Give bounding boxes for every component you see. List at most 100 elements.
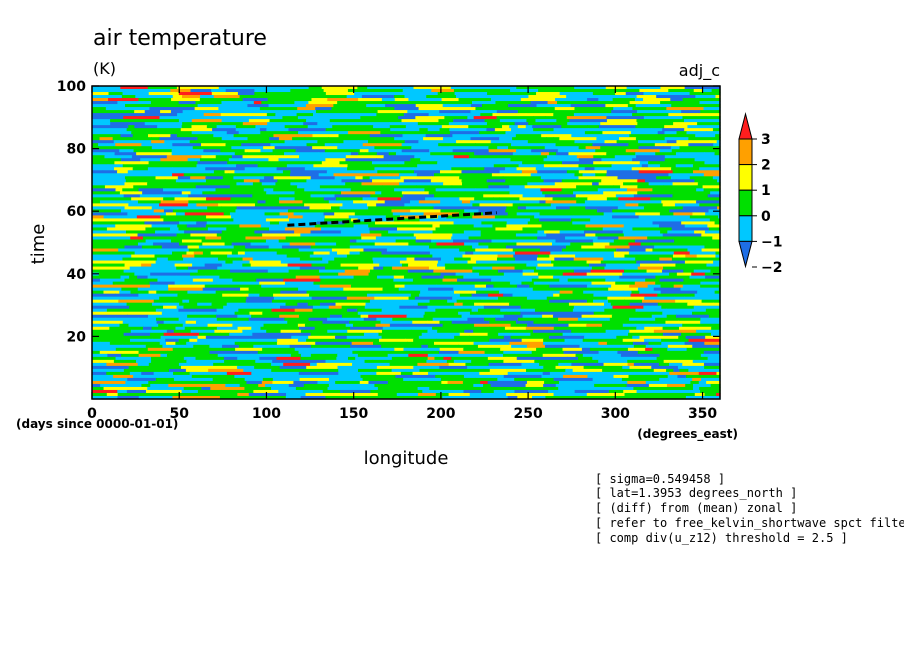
heatmap-cell: [510, 323, 528, 328]
heatmap-cell: [156, 134, 171, 138]
heatmap-cell: [413, 170, 441, 174]
heatmap-cell: [453, 290, 469, 295]
heatmap-cell: [715, 251, 721, 256]
heatmap-cell: [131, 155, 168, 159]
heatmap-cell: [566, 95, 594, 99]
heatmap-cell: [468, 290, 477, 295]
heatmap-cell: [203, 374, 235, 379]
heatmap-cell: [168, 383, 201, 388]
heatmap-cell: [317, 140, 345, 144]
heatmap-cell: [300, 299, 328, 304]
heatmap-cell: [515, 320, 535, 325]
heatmap-cell: [329, 251, 338, 256]
heatmap-cell: [164, 308, 179, 313]
heatmap-cell: [221, 230, 255, 235]
heatmap-cell: [412, 167, 452, 171]
heatmap-cell: [176, 305, 185, 310]
heatmap-cell: [483, 305, 522, 310]
heatmap-cell: [318, 152, 352, 156]
heatmap-cell: [645, 278, 661, 283]
colorbar-segment: [738, 215, 753, 242]
heatmap-cell: [92, 344, 123, 349]
heatmap-cell: [522, 194, 546, 198]
heatmap-cell: [207, 323, 233, 328]
heatmap-cell: [544, 116, 568, 120]
heatmap-cell: [615, 194, 635, 198]
heatmap-cell: [472, 245, 489, 250]
heatmap-cell: [252, 116, 284, 120]
heatmap-cell: [92, 149, 120, 153]
heatmap-cell: [691, 296, 718, 301]
heatmap-cell: [313, 113, 351, 117]
heatmap-cell: [463, 389, 482, 394]
heatmap-cell: [506, 356, 518, 361]
heatmap-cell: [181, 125, 193, 129]
heatmap-cell: [684, 224, 708, 229]
heatmap-cell: [150, 272, 191, 277]
heatmap-cell: [355, 347, 395, 352]
heatmap-cell: [561, 104, 572, 108]
heatmap-cell: [530, 173, 554, 177]
heatmap-cell: [170, 206, 208, 210]
heatmap-cell: [219, 362, 238, 367]
heatmap-cell: [222, 293, 250, 298]
heatmap-cell: [549, 254, 576, 259]
heatmap-cell: [226, 131, 240, 135]
heatmap-cell: [384, 200, 411, 204]
heatmap-cell: [627, 347, 646, 352]
heatmap-cell: [440, 272, 457, 277]
heatmap-cell: [186, 359, 225, 364]
heatmap-cell: [92, 329, 132, 334]
heatmap-cell: [447, 293, 461, 298]
heatmap-cell: [263, 146, 276, 150]
heatmap-cell: [355, 128, 391, 132]
heatmap-cell: [214, 110, 252, 114]
heatmap-cell: [373, 284, 396, 289]
heatmap-cell: [406, 257, 415, 262]
heatmap-cell: [92, 311, 123, 316]
heatmap-cell: [665, 320, 679, 325]
heatmap-cell: [151, 206, 171, 210]
heatmap-cell: [458, 311, 471, 316]
heatmap-cell: [386, 137, 395, 141]
heatmap-cell: [122, 260, 157, 265]
heatmap-cell: [529, 218, 540, 223]
heatmap-cell: [652, 248, 689, 253]
colorbar-segment: [738, 164, 753, 191]
heatmap-cell: [679, 368, 689, 373]
heatmap-cell: [147, 314, 188, 319]
heatmap-cell: [497, 254, 514, 259]
heatmap-cell: [193, 188, 217, 192]
heatmap-cell: [419, 368, 432, 373]
heatmap-cell: [677, 356, 709, 361]
heatmap-cell: [540, 152, 550, 156]
heatmap-cell: [443, 182, 463, 186]
heatmap-cell: [221, 263, 243, 268]
heatmap-cell: [187, 203, 197, 207]
heatmap-cell: [470, 200, 507, 204]
heatmap-cell: [114, 167, 134, 171]
heatmap-cell: [699, 203, 721, 207]
heatmap-cell: [665, 380, 692, 385]
heatmap-cell: [703, 107, 721, 111]
heatmap-cell: [544, 146, 580, 150]
heatmap-cell: [172, 173, 185, 177]
heatmap-cell: [159, 116, 193, 120]
heatmap-cell: [463, 383, 474, 388]
heatmap-cell: [175, 341, 187, 346]
heatmap-cell: [635, 125, 658, 129]
heatmap-cell: [692, 377, 702, 382]
heatmap-cell: [300, 356, 337, 361]
heatmap-cell: [648, 218, 686, 223]
heatmap-cell: [509, 185, 526, 189]
heatmap-cell: [359, 284, 375, 289]
heatmap-cell: [223, 233, 263, 238]
heatmap-cell: [121, 95, 136, 99]
heatmap-cell: [600, 395, 638, 400]
heatmap-cell: [230, 281, 260, 286]
heatmap-cell: [188, 248, 223, 253]
heatmap-cell: [650, 395, 676, 400]
heatmap-cell: [217, 353, 253, 358]
heatmap-cell: [178, 242, 203, 247]
heatmap-cell: [452, 233, 482, 238]
